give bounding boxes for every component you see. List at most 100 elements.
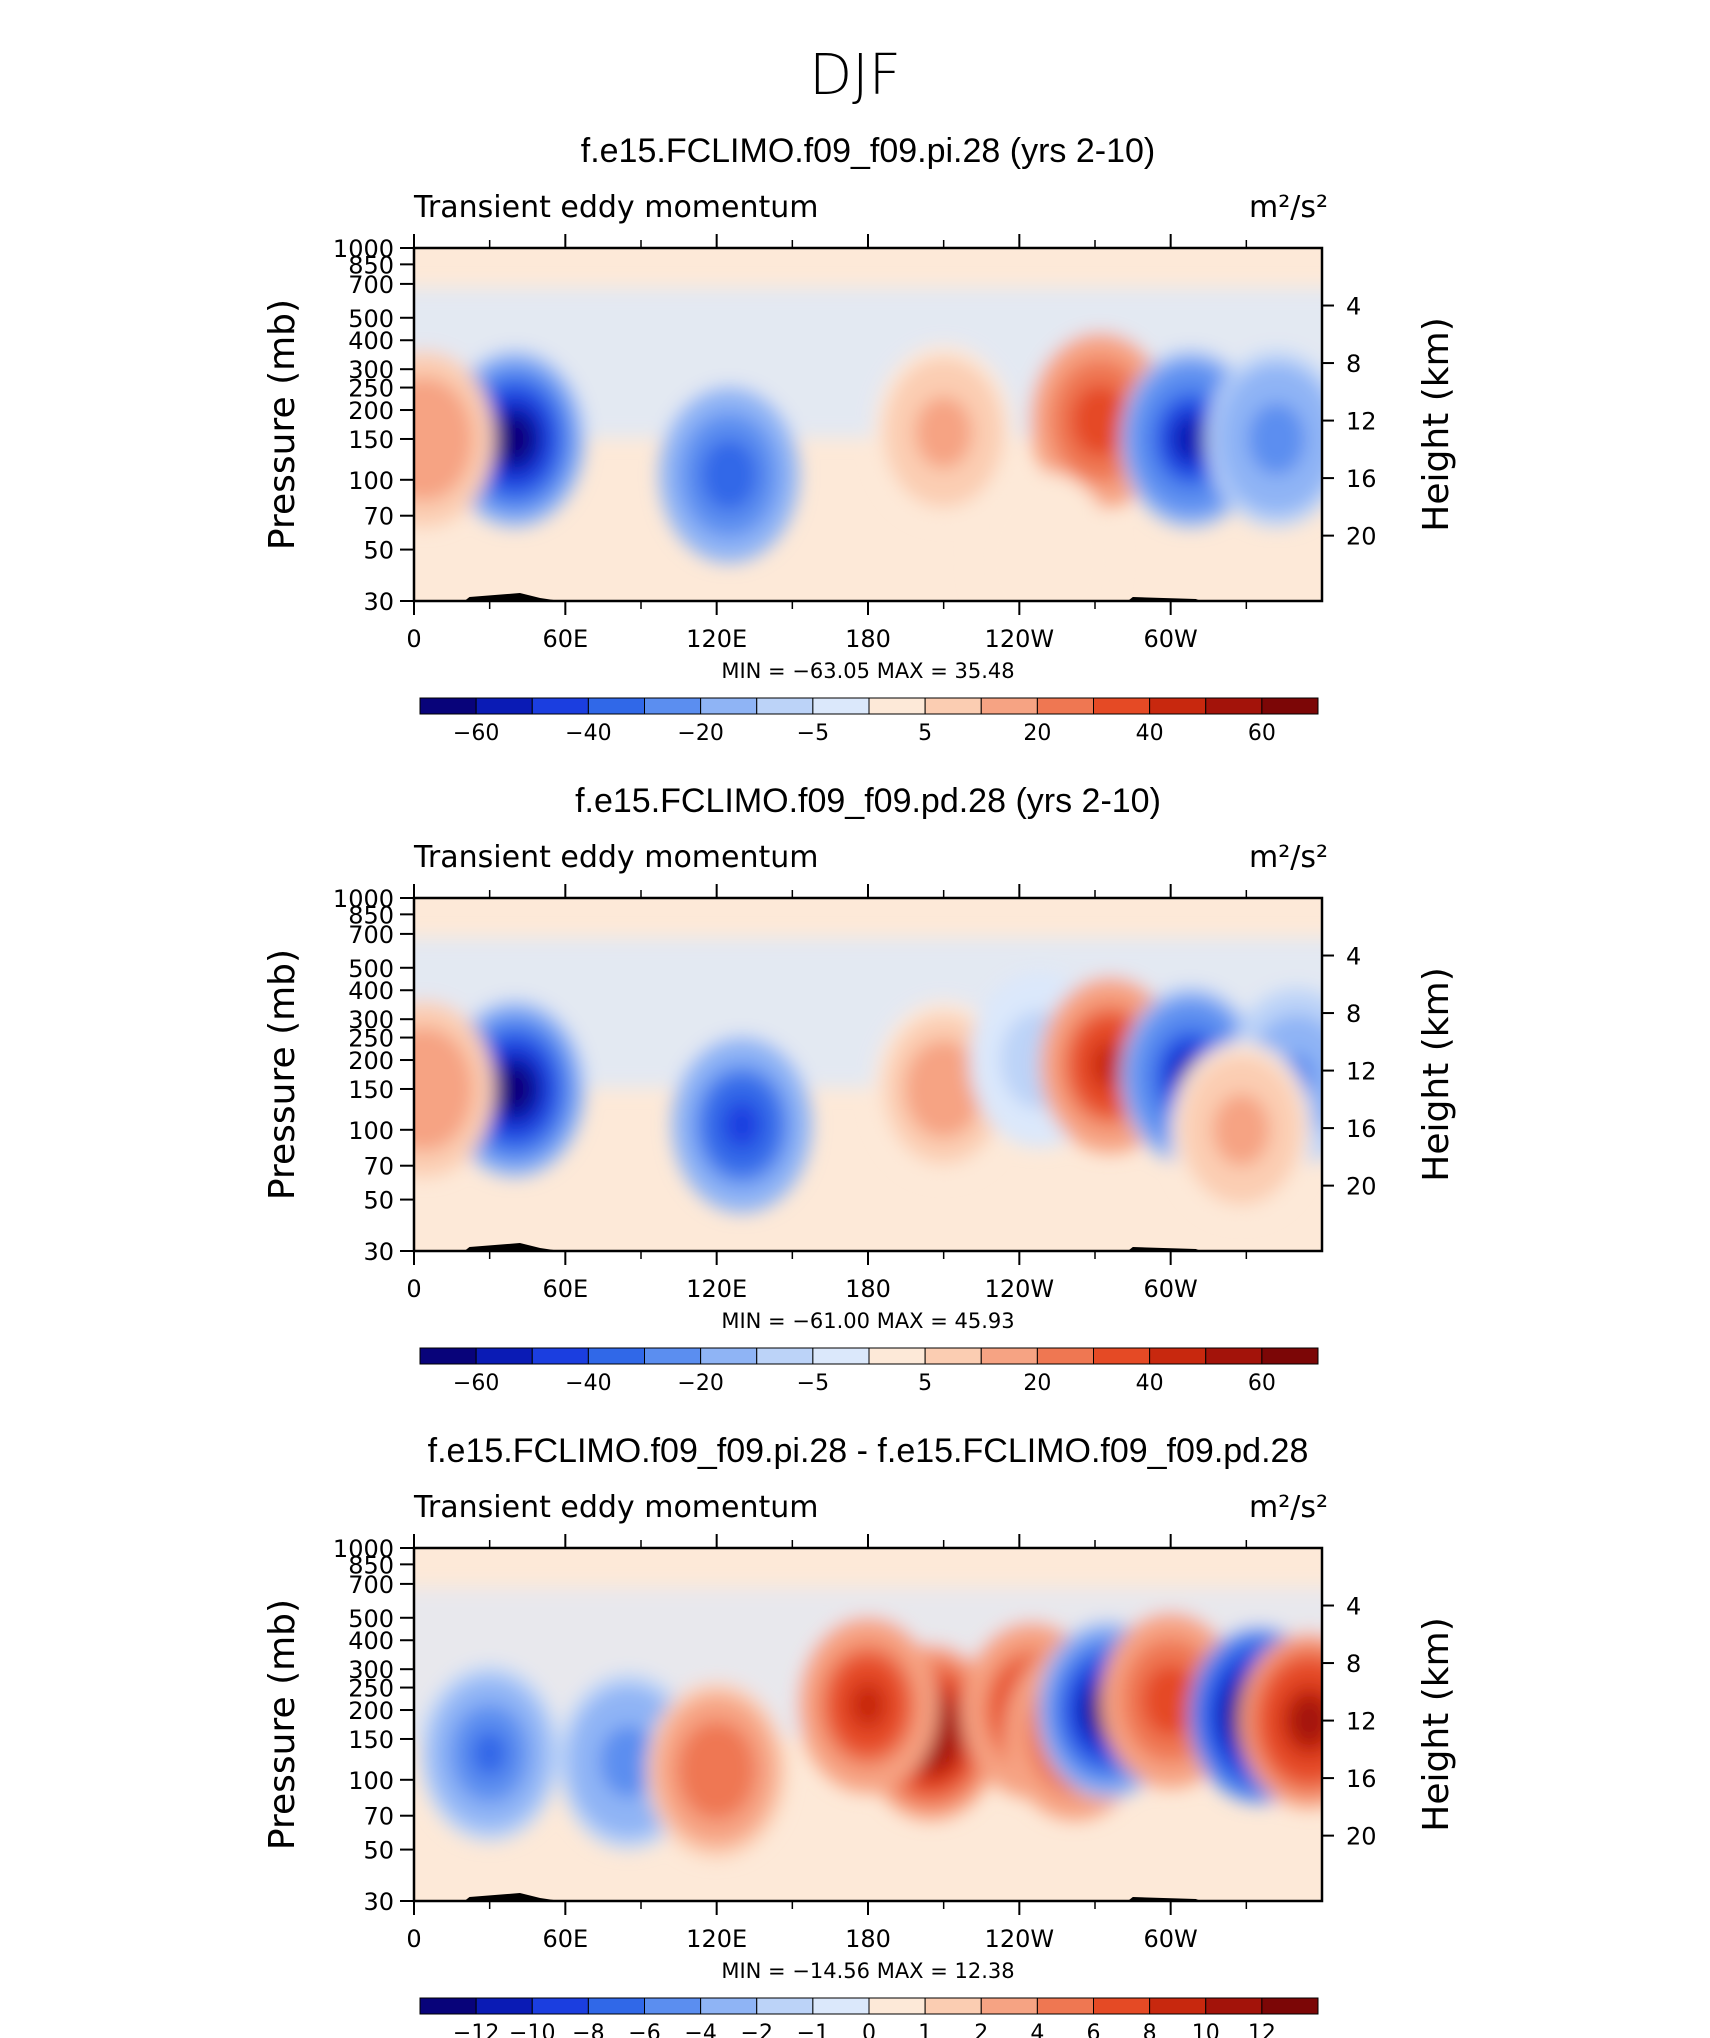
colorbar-box xyxy=(419,697,477,715)
colorbar-label: −1 xyxy=(797,2021,829,2038)
y-tick-label: 200 xyxy=(348,397,394,425)
contour-level xyxy=(710,451,748,498)
y-tick-label: 500 xyxy=(348,1605,394,1633)
colorbar-label: 4 xyxy=(1030,2021,1044,2038)
panel-3-colorbar: −12 −10 −8 −6 −4 −2 −1 0 1 2 4 6 8 10 12 xyxy=(419,1997,1319,2038)
feature-7 xyxy=(974,472,1115,601)
x-tick-label: 120E xyxy=(686,1275,747,1303)
panel-1-variable: Transient eddy momentum xyxy=(413,190,819,225)
colorbar-box xyxy=(587,697,645,715)
contour-level xyxy=(849,1682,887,1729)
x-tick-label: 180 xyxy=(845,1925,891,1953)
x-tick-label: 120W xyxy=(985,625,1055,653)
colorbar-box xyxy=(812,697,870,715)
y-tick-label: 200 xyxy=(348,1697,394,1725)
colorbar-label: −5 xyxy=(797,1371,829,1396)
right-tick-label: 12 xyxy=(1346,1058,1377,1086)
y-tick-label: 100 xyxy=(348,1767,394,1795)
y-tick-label: 500 xyxy=(348,305,394,333)
colorbar-box xyxy=(1205,697,1263,715)
colorbar-box xyxy=(868,1997,926,2015)
y-tick-label: 50 xyxy=(363,1187,394,1215)
colorbar-label: −20 xyxy=(677,1371,723,1396)
colorbar-box xyxy=(756,1997,814,2015)
colorbar-box xyxy=(531,1997,589,2015)
y-tick-label: 300 xyxy=(348,1006,394,1034)
contour-level xyxy=(1258,415,1295,462)
colorbar-label: 60 xyxy=(1248,721,1276,746)
feature-2 xyxy=(873,344,1014,521)
x-tick-label: 180 xyxy=(845,1275,891,1303)
colorbar-box xyxy=(1093,697,1151,715)
feature-4 xyxy=(798,1617,938,1794)
y-tick-label: 1000 xyxy=(333,235,394,263)
colorbar-box xyxy=(644,1347,702,1365)
feature-5 xyxy=(1206,351,1322,527)
right-tick-label: 12 xyxy=(1346,408,1377,436)
y-tick-label: 50 xyxy=(363,1837,394,1865)
contour-level xyxy=(414,415,443,462)
feature-1 xyxy=(659,386,800,563)
panel-2-colorbar: −60 −40 −20 −5 5 20 40 60 xyxy=(419,1347,1319,1396)
y-axis-right-label: Height (km) xyxy=(1416,317,1457,531)
colorbar-label: −60 xyxy=(453,1371,499,1396)
right-tick-label: 16 xyxy=(1346,1115,1377,1143)
panel-2-variable: Transient eddy momentum xyxy=(413,840,819,875)
contour-level xyxy=(1026,537,1063,584)
colorbar-label: −4 xyxy=(684,2021,716,2038)
contour-level xyxy=(925,1065,963,1112)
y-tick-label: 100 xyxy=(348,1117,394,1145)
colorbar-box xyxy=(1261,1347,1319,1365)
contour-level xyxy=(1091,1042,1129,1089)
x-tick-label: 120W xyxy=(985,1275,1055,1303)
panel-3-title: f.e15.FCLIMO.f09_f09.pi.28 - f.e15.FCLIM… xyxy=(428,1432,1309,1470)
y-tick-label: 30 xyxy=(363,1238,394,1266)
colorbar-label: −40 xyxy=(565,721,611,746)
y-tick-label: 250 xyxy=(348,375,394,403)
colorbar-label: −6 xyxy=(628,2021,660,2038)
colorbar-box xyxy=(587,1997,645,2015)
y-tick-label: 30 xyxy=(363,588,394,616)
x-tick-label: 120W xyxy=(985,1925,1055,1953)
panel-1-colorbar: −60 −40 −20 −5 5 20 40 60 xyxy=(419,697,1319,746)
y-tick-label: 700 xyxy=(348,1571,394,1599)
colorbar-label: −8 xyxy=(572,2021,604,2038)
y-tick-label: 700 xyxy=(348,271,394,299)
figure-title: DJF xyxy=(809,43,901,108)
colorbar-label: 5 xyxy=(918,721,932,746)
y-tick-label: 850 xyxy=(348,251,394,279)
colorbar-box xyxy=(1261,697,1319,715)
panel-3-units: m²/s² xyxy=(1249,1490,1328,1525)
right-tick-label: 4 xyxy=(1346,1593,1361,1621)
y-tick-label: 150 xyxy=(348,426,394,454)
y-tick-label: 200 xyxy=(348,1047,394,1075)
y-tick-label: 70 xyxy=(363,503,394,531)
feature-7 xyxy=(414,1001,495,1177)
colorbar-label: 10 xyxy=(1192,2021,1220,2038)
x-tick-label: 60W xyxy=(1144,625,1198,653)
right-tick-label: 4 xyxy=(1346,293,1361,321)
panel-1: f.e15.FCLIMO.f09_f09.pi.28 (yrs 2-10) Tr… xyxy=(262,132,1457,746)
contour-level xyxy=(698,1747,736,1794)
colorbar-box xyxy=(1149,1997,1207,2015)
y-tick-label: 150 xyxy=(348,1726,394,1754)
colorbar-box xyxy=(868,697,926,715)
colorbar-box xyxy=(812,1997,870,2015)
colorbar-label: 40 xyxy=(1136,1371,1164,1396)
contour-level xyxy=(496,415,534,462)
y-axis-label: Pressure (mb) xyxy=(262,1599,303,1850)
panel-1-title: f.e15.FCLIMO.f09_f09.pi.28 (yrs 2-10) xyxy=(581,132,1155,170)
contour-level xyxy=(925,409,963,456)
x-tick-label: 0 xyxy=(406,1275,421,1303)
y-axis-label: Pressure (mb) xyxy=(262,299,303,550)
panel-2-units: m²/s² xyxy=(1249,840,1328,875)
contour-level xyxy=(471,1730,508,1777)
colorbar-box xyxy=(924,1997,982,2015)
colorbar-box xyxy=(868,1347,926,1365)
x-tick-label: 60E xyxy=(542,625,588,653)
y-tick-label: 150 xyxy=(348,1076,394,1104)
colorbar-label: −40 xyxy=(565,1371,611,1396)
feature-10 xyxy=(1239,1632,1322,1809)
colorbar-label: 60 xyxy=(1248,1371,1276,1396)
